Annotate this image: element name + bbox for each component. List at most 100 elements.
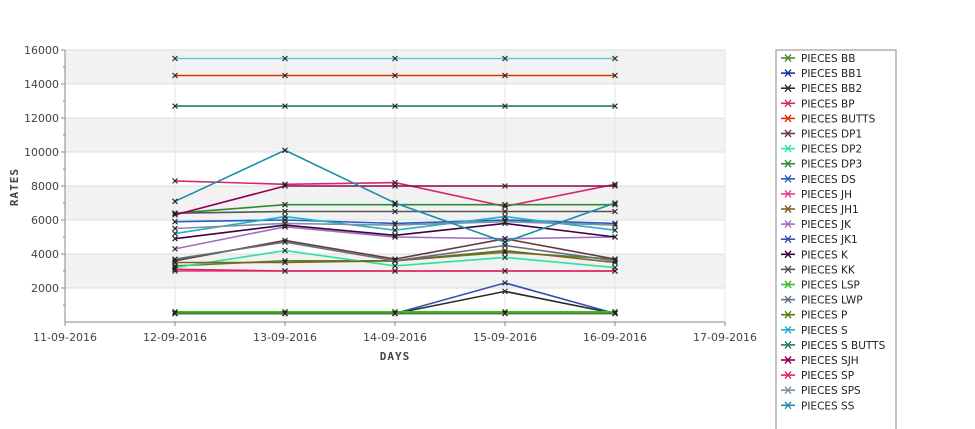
data-point-marker: [172, 225, 178, 232]
legend-item: PIECES SJH: [781, 355, 859, 367]
legend-label: PIECES DS: [801, 174, 856, 186]
data-point-marker: [282, 183, 288, 189]
data-point-marker: [392, 208, 398, 215]
data-point-marker: [502, 288, 508, 295]
x-tick-label: 14-09-2016: [363, 331, 427, 344]
y-tick-label: 8000: [31, 180, 59, 193]
legend-box: [775, 49, 897, 429]
data-point-marker: [612, 310, 618, 317]
data-point-marker: [612, 222, 618, 228]
legend-item: PIECES LWP: [781, 295, 863, 307]
legend-item: PIECES BP: [781, 98, 855, 110]
legend-label: PIECES LSP: [801, 280, 860, 292]
y-tick-label: 14000: [24, 78, 59, 91]
data-point-marker: [172, 218, 178, 225]
data-point-marker: [172, 72, 178, 79]
x-axis-label: DAYS: [380, 350, 411, 363]
legend-label: PIECES BB: [801, 53, 855, 65]
data-point-marker: [282, 220, 288, 227]
data-point-marker: [282, 310, 288, 317]
data-point-marker: [612, 72, 618, 79]
data-point-marker: [502, 218, 508, 225]
series: [172, 183, 618, 218]
data-point-marker: [282, 55, 288, 62]
legend-label: PIECES SPS: [801, 385, 861, 397]
series: [172, 55, 618, 62]
data-point-marker: [612, 103, 618, 109]
plot-area: [172, 55, 618, 317]
legend-item: PIECES KK: [781, 264, 856, 276]
legend-marker: [784, 386, 792, 395]
legend-marker: [784, 129, 792, 138]
x-tick-label: 12-09-2016: [143, 331, 207, 344]
legend-marker: [784, 189, 792, 198]
legend-label: PIECES KK: [801, 264, 856, 276]
legend-item: PIECES SP: [781, 370, 854, 382]
legend-label: PIECES BUTTS: [801, 113, 876, 125]
y-tick-label: 10000: [24, 146, 59, 159]
data-point-marker: [172, 310, 178, 317]
legend-label: PIECES BB1: [801, 68, 862, 80]
data-point-marker: [502, 208, 508, 215]
y-tick-label: 4000: [31, 248, 59, 261]
legend-item: PIECES SS: [781, 400, 855, 412]
data-point-marker: [172, 266, 178, 273]
legend-marker: [784, 280, 792, 289]
data-point-marker: [612, 257, 618, 264]
legend-item: PIECES BUTTS: [781, 113, 876, 125]
data-point-marker: [392, 55, 398, 62]
data-point-marker: [392, 263, 398, 269]
legend-marker: [784, 54, 792, 62]
data-point-marker: [612, 200, 618, 206]
legend-item: PIECES S BUTTS: [781, 340, 886, 352]
legend-marker: [784, 220, 792, 229]
legend-item: PIECES K: [781, 249, 849, 261]
series: [172, 103, 618, 109]
legend-item: PIECES JH1: [781, 204, 859, 216]
legend-label: PIECES DP3: [801, 159, 862, 171]
data-point-marker: [282, 201, 288, 208]
legend-label: PIECES DP1: [801, 129, 862, 141]
data-point-marker: [282, 239, 288, 245]
legend-label: PIECES DP2: [801, 144, 862, 156]
legend-marker: [784, 99, 792, 108]
legend-marker: [784, 310, 792, 319]
data-point-marker: [612, 183, 618, 189]
data-point-marker: [502, 254, 508, 261]
data-point-marker: [392, 268, 398, 274]
data-point-marker: [502, 239, 508, 245]
x-tick-label: 11-09-2016: [33, 331, 97, 344]
data-point-marker: [282, 259, 288, 266]
data-point-marker: [612, 208, 618, 215]
x-tick-label: 16-09-2016: [583, 331, 647, 344]
data-point-marker: [502, 55, 508, 62]
data-point-marker: [392, 232, 398, 239]
series: [172, 218, 618, 232]
series: [172, 220, 618, 242]
legend-item: PIECES LSP: [781, 280, 860, 292]
data-point-marker: [502, 213, 508, 220]
legend: PIECES BB PIECES BB1 PIECES BB2 PIECES BP PI…: [775, 49, 897, 429]
legend-marker: [784, 401, 792, 410]
legend-marker: [784, 235, 792, 244]
x-tick-label: 13-09-2016: [253, 331, 317, 344]
legend-item: PIECES JK: [781, 219, 852, 231]
data-point-marker: [392, 103, 398, 109]
legend-item: PIECES DS: [781, 174, 856, 186]
data-point-marker: [502, 280, 508, 286]
data-point-marker: [502, 268, 508, 274]
data-point-marker: [502, 183, 508, 189]
y-tick-label: 6000: [31, 214, 59, 227]
legend-marker: [784, 356, 792, 364]
data-point-marker: [172, 230, 178, 237]
legend-label: PIECES K: [801, 249, 849, 261]
y-axis-ticks: 2000 4000 6000 8000 10000 12000 14000 16000: [24, 44, 65, 306]
data-point-marker: [392, 200, 398, 206]
data-point-marker: [172, 246, 178, 252]
data-point-marker: [172, 103, 178, 109]
legend-label: PIECES SP: [801, 370, 854, 382]
data-point-marker: [502, 201, 508, 208]
legend-label: PIECES SS: [801, 400, 855, 412]
legend-label: PIECES BP: [801, 98, 855, 110]
y-axis-label: RATES: [8, 168, 21, 206]
